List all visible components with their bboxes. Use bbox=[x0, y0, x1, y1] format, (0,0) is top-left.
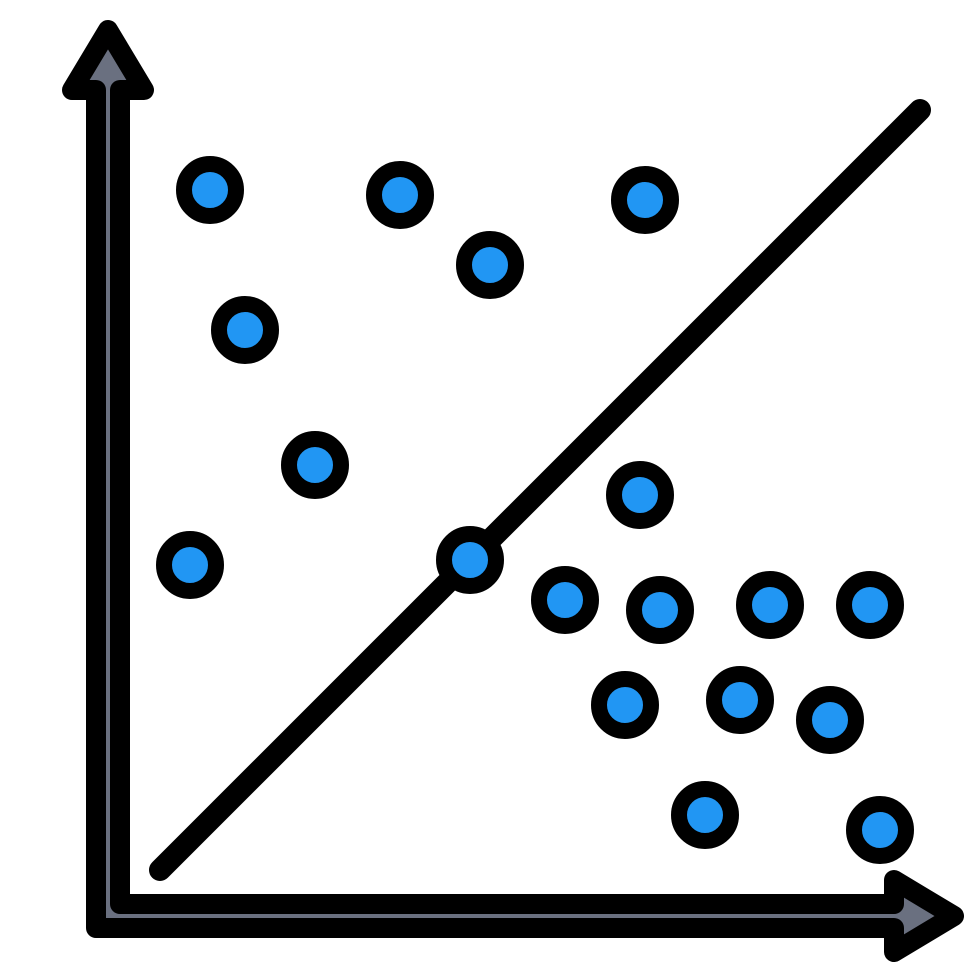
data-point bbox=[184, 164, 236, 216]
data-point bbox=[634, 584, 686, 636]
data-point bbox=[464, 239, 516, 291]
data-point bbox=[289, 439, 341, 491]
data-point bbox=[444, 534, 496, 586]
data-point bbox=[219, 304, 271, 356]
data-point bbox=[844, 579, 896, 631]
data-point bbox=[164, 539, 216, 591]
data-point bbox=[599, 679, 651, 731]
data-point bbox=[539, 574, 591, 626]
scatter-plot-icon bbox=[0, 0, 980, 980]
data-point bbox=[854, 804, 906, 856]
data-point bbox=[714, 674, 766, 726]
data-point bbox=[744, 579, 796, 631]
data-point bbox=[374, 169, 426, 221]
data-point bbox=[804, 694, 856, 746]
data-point bbox=[614, 469, 666, 521]
data-point bbox=[619, 174, 671, 226]
data-point bbox=[679, 789, 731, 841]
